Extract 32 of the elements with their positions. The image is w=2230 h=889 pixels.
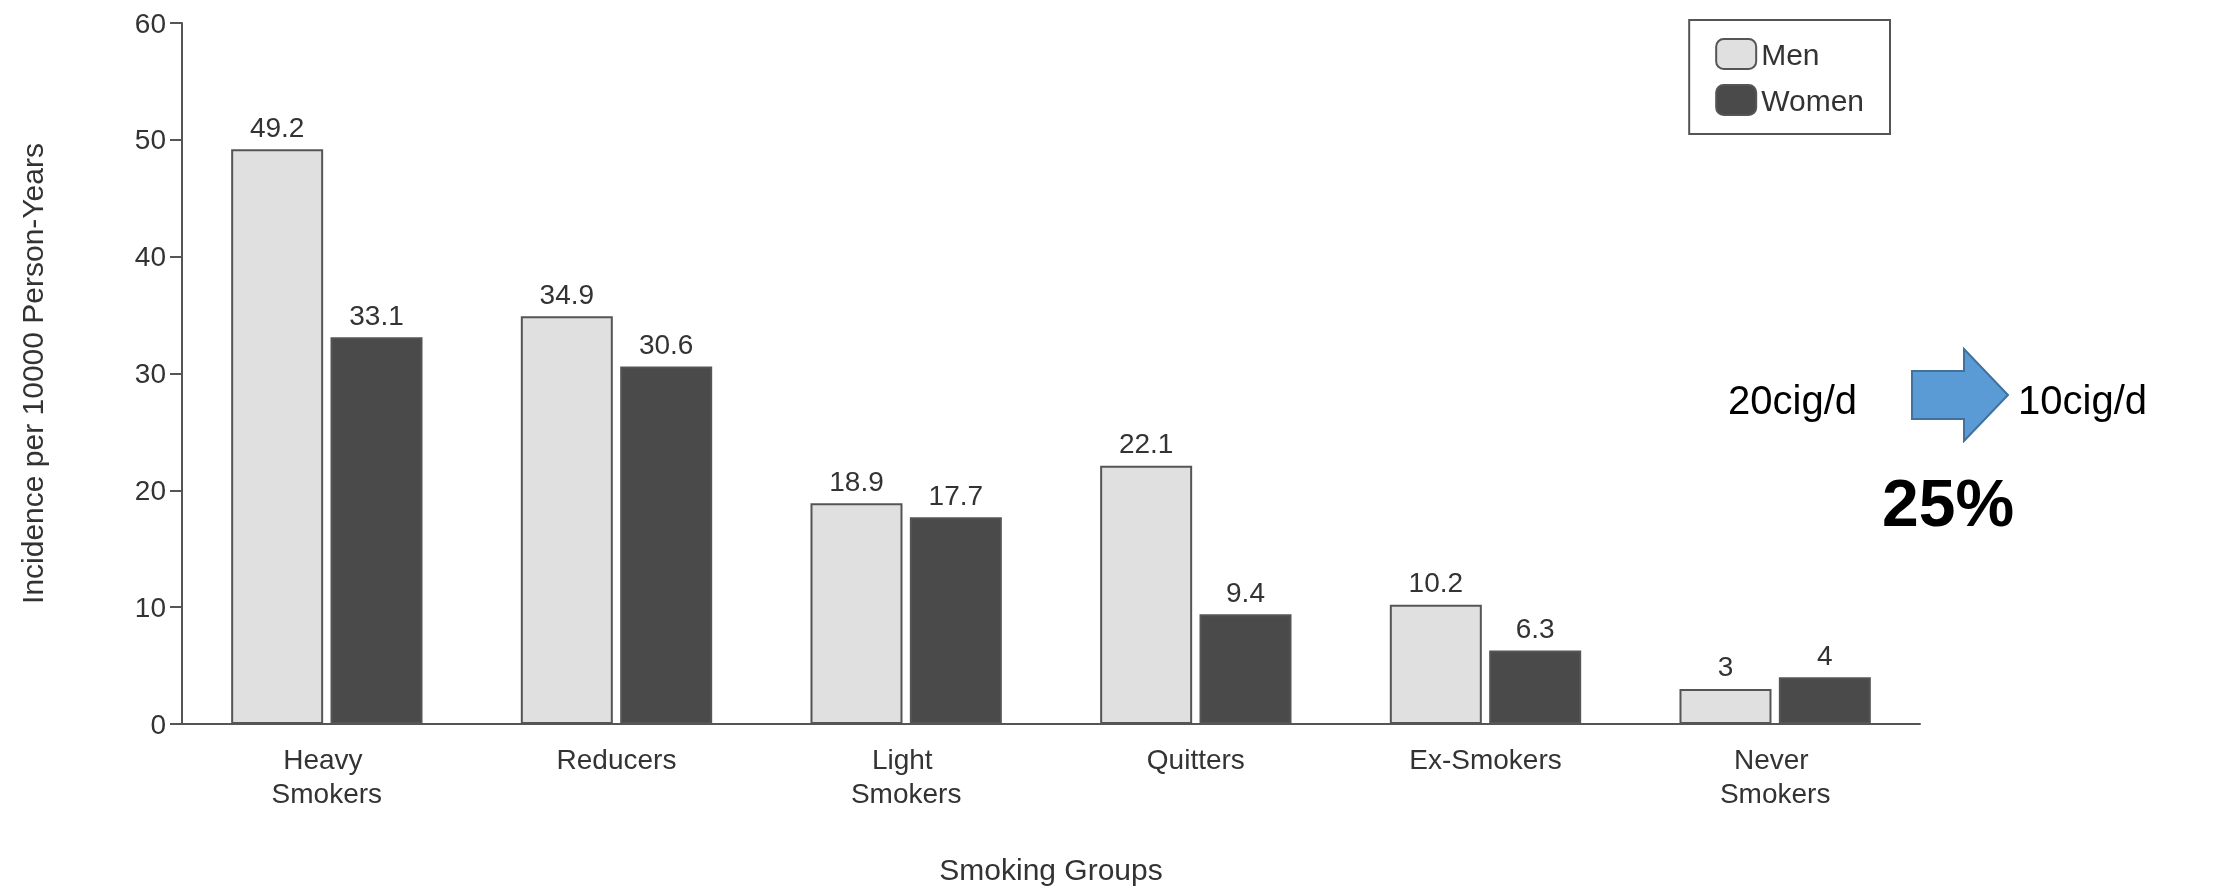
data-label: 49.2: [249, 111, 305, 143]
x-tick-label: Light Smokers: [850, 743, 962, 809]
data-label: 17.7: [928, 479, 984, 511]
y-tick-label: 50: [134, 124, 166, 156]
data-label: 18.9: [829, 465, 884, 497]
y-tick-label: 20: [134, 474, 166, 506]
legend-label: Men: [1761, 37, 1820, 71]
x-tick-label: Reducers: [556, 743, 677, 775]
data-label: 9.4: [1226, 576, 1265, 608]
annotation: 25%: [1882, 465, 2015, 541]
x-tick-label: Quitters: [1146, 743, 1245, 775]
data-label: 3: [1717, 651, 1734, 683]
legend-label: Women: [1761, 83, 1865, 117]
y-tick-label: 40: [134, 241, 166, 273]
y-tick-label: 10: [134, 591, 166, 623]
x-tick-label: Never Smokers: [1719, 743, 1831, 809]
data-label: 10.2: [1408, 567, 1464, 599]
x-tick-label: Heavy Smokers: [271, 743, 383, 809]
data-label: 34.9: [539, 278, 595, 310]
data-label: 22.1: [1118, 428, 1174, 460]
data-label: 6.3: [1515, 612, 1555, 644]
data-label: 30.6: [638, 328, 694, 360]
x-axis-title: Smoking Groups: [939, 852, 1163, 886]
y-tick-label: 30: [134, 358, 166, 389]
y-tick-label: 60: [134, 7, 166, 39]
x-tick-label: Ex-Smokers: [1409, 743, 1562, 775]
annotation: 20cig/d: [1728, 378, 1857, 423]
text: 10cig/d: [2018, 378, 2147, 423]
y-axis-title: Incidence per 10000 Person-Years: [15, 143, 49, 604]
data-label: 33.1: [349, 299, 404, 331]
data-label: 4: [1817, 639, 1833, 671]
y-tick-label: 0: [150, 708, 166, 740]
